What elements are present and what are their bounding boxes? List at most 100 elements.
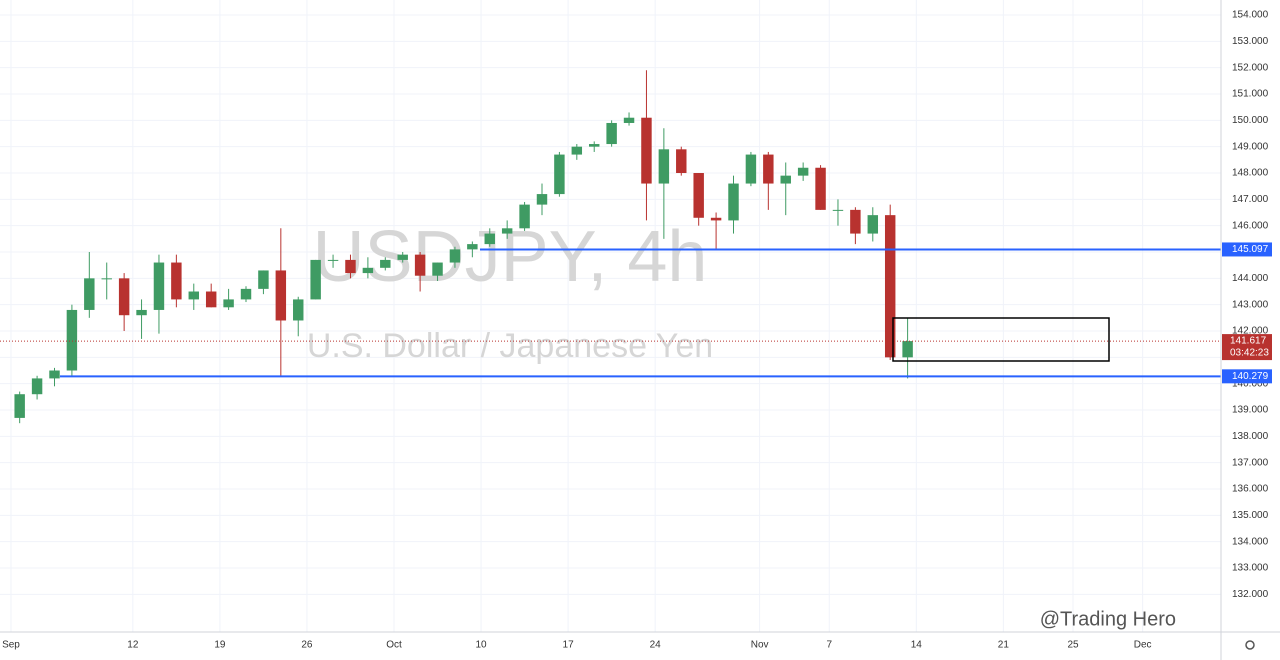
candle-body	[519, 204, 530, 229]
y-tick-label: 147.000	[1232, 194, 1269, 205]
candle-body	[815, 167, 826, 210]
candle-body	[414, 254, 426, 276]
candle-body	[432, 262, 443, 276]
candle-body	[536, 194, 548, 205]
candle-body	[14, 394, 25, 418]
x-tick-label: 7	[826, 640, 832, 651]
time-axis	[0, 632, 1221, 660]
candle-body	[745, 154, 757, 184]
last-price-label: 141.617	[1230, 336, 1267, 347]
candle-body	[205, 291, 217, 308]
candle-body	[188, 291, 200, 300]
candle-body	[501, 228, 513, 234]
candle-body	[554, 154, 565, 195]
y-tick-label: 149.000	[1232, 141, 1269, 152]
x-tick-label: Nov	[751, 640, 769, 651]
candle-body	[310, 259, 321, 300]
candle-body	[66, 309, 78, 371]
watermark-credit: @Trading Hero	[1040, 608, 1176, 630]
x-tick-label: 12	[127, 640, 139, 651]
candle-body	[49, 370, 60, 379]
y-tick-label: 151.000	[1232, 89, 1269, 100]
y-tick-label: 135.000	[1232, 510, 1269, 521]
watermark-subtitle: U.S. Dollar / Japanese Yen	[307, 327, 713, 365]
x-tick-label: 24	[650, 640, 662, 651]
x-tick-label: 21	[998, 640, 1010, 651]
candle-body	[327, 259, 339, 261]
candle-body	[101, 278, 112, 280]
y-tick-label: 137.000	[1232, 457, 1269, 468]
candle-body	[728, 183, 739, 221]
candle-body	[641, 117, 652, 184]
x-tick-label: Sep	[2, 640, 20, 651]
y-tick-label: 154.000	[1232, 10, 1269, 21]
candle-body	[693, 173, 704, 218]
y-tick-label: 138.000	[1232, 431, 1269, 442]
candle-body	[362, 267, 374, 274]
candle-body	[449, 249, 461, 263]
candle-body	[484, 233, 495, 245]
candle-body	[710, 217, 722, 221]
x-tick-label: Oct	[386, 640, 402, 651]
grid	[0, 0, 1221, 632]
countdown-label: 03:42:23	[1230, 348, 1269, 359]
x-tick-label: 10	[475, 640, 487, 651]
candle-body	[676, 149, 687, 174]
level-tag	[1222, 242, 1272, 257]
y-tick-label: 152.000	[1232, 62, 1269, 73]
candle-body	[867, 215, 879, 234]
y-tick-label: 139.000	[1232, 405, 1269, 416]
candle-body	[902, 341, 913, 358]
axes: 132.000 133.000 134.000 135.000 136.000 137.0…	[2, 10, 1272, 651]
settings-icon[interactable]	[1245, 640, 1255, 650]
last-price-tag	[1222, 334, 1272, 361]
plot	[0, 70, 1221, 424]
x-tick-label: 26	[301, 640, 313, 651]
candle-body	[153, 262, 165, 310]
candle-body	[84, 278, 95, 310]
level-label: 140.279	[1232, 371, 1269, 382]
candle-body	[571, 146, 583, 155]
y-tick-label: 133.000	[1232, 563, 1269, 574]
y-tick-label: 143.000	[1232, 299, 1269, 310]
candle-body	[850, 209, 861, 234]
candle-body	[397, 254, 408, 260]
y-tick-label: 140.000	[1232, 378, 1269, 389]
candle-body	[832, 209, 844, 211]
x-tick-label: 19	[214, 640, 226, 651]
price-axis	[1221, 0, 1280, 660]
candle-body	[171, 262, 182, 300]
y-tick-label: 132.000	[1232, 589, 1269, 600]
y-tick-label: 148.000	[1232, 168, 1269, 179]
level-tag	[1222, 369, 1272, 384]
x-tick-label: Dec	[1134, 640, 1152, 651]
candle-body	[884, 215, 896, 358]
candle-body	[31, 378, 43, 395]
candle-body	[623, 117, 635, 123]
y-tick-label: 146.000	[1232, 220, 1269, 231]
candle-body	[258, 270, 269, 289]
candle-body	[658, 149, 670, 184]
y-tick-label: 153.000	[1232, 36, 1269, 47]
candle-body	[797, 167, 809, 176]
y-tick-label: 144.000	[1232, 273, 1269, 284]
annotation-box	[892, 317, 1110, 362]
level-label: 145.097	[1232, 244, 1269, 255]
candle-body	[763, 154, 774, 184]
candle-body	[467, 244, 478, 250]
candle-body	[780, 175, 791, 184]
x-tick-label: 14	[911, 640, 923, 651]
x-tick-label: 25	[1067, 640, 1079, 651]
candle-body	[588, 144, 600, 147]
candle-body	[223, 299, 234, 308]
x-tick-label: 17	[563, 640, 575, 651]
y-tick-label: 134.000	[1232, 536, 1269, 547]
candle-body	[275, 270, 287, 321]
candle-body	[118, 278, 130, 316]
y-tick-label: 150.000	[1232, 115, 1269, 126]
candle-body	[380, 259, 391, 268]
y-tick-label: 142.000	[1232, 326, 1269, 337]
candle-body	[293, 299, 304, 321]
candle-body	[606, 122, 617, 145]
